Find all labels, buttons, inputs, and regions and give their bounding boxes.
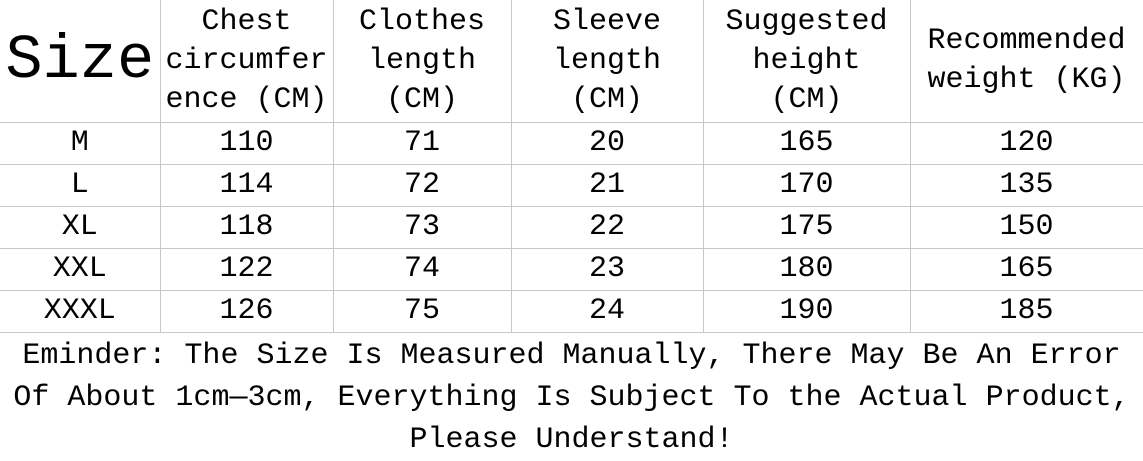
- disclaimer-line-1: Eminder: The Size Is Measured Manually, …: [22, 339, 1121, 373]
- disclaimer-line-3: Please Understand!: [409, 423, 734, 457]
- header-recommended-weight: Recommended weight (KG): [910, 0, 1143, 123]
- header-size: Size: [0, 0, 161, 123]
- clothes-length-cell: 74: [333, 248, 512, 291]
- size-row-l: L 114 72 21 170 135: [0, 164, 1143, 207]
- clothes-length-cell: 73: [333, 206, 512, 249]
- sleeve-length-cell: 24: [511, 290, 704, 333]
- suggested-height-cell: 190: [703, 290, 911, 333]
- recommended-weight-cell: 135: [910, 164, 1143, 207]
- table-header: Size Chest circumfer ence (CM) Clothes l…: [0, 0, 1143, 123]
- size-row-xxxl: XXXL 126 75 24 190 185: [0, 290, 1143, 333]
- header-chest-circumference: Chest circumfer ence (CM): [160, 0, 334, 123]
- suggested-height-cell: 170: [703, 164, 911, 207]
- size-cell: XXXL: [0, 290, 161, 333]
- clothes-length-cell: 71: [333, 122, 512, 165]
- suggested-height-cell: 180: [703, 248, 911, 291]
- size-row-xl: XL 118 73 22 175 150: [0, 206, 1143, 249]
- chest-circumference-cell: 114: [160, 164, 334, 207]
- size-cell: M: [0, 122, 161, 165]
- size-chart-table: Size Chest circumfer ence (CM) Clothes l…: [0, 0, 1143, 333]
- recommended-weight-cell: 165: [910, 248, 1143, 291]
- sleeve-length-cell: 23: [511, 248, 704, 291]
- chest-circumference-cell: 122: [160, 248, 334, 291]
- suggested-height-cell: 165: [703, 122, 911, 165]
- size-row-m: M 110 71 20 165 120: [0, 122, 1143, 165]
- size-cell: L: [0, 164, 161, 207]
- sleeve-length-cell: 20: [511, 122, 704, 165]
- clothes-length-cell: 72: [333, 164, 512, 207]
- suggested-height-cell: 175: [703, 206, 911, 249]
- recommended-weight-cell: 150: [910, 206, 1143, 249]
- sleeve-length-cell: 22: [511, 206, 704, 249]
- header-row: Size Chest circumfer ence (CM) Clothes l…: [0, 0, 1143, 123]
- table-body: M 110 71 20 165 120 L 114 72 21 170 135 …: [0, 122, 1143, 333]
- chest-circumference-cell: 126: [160, 290, 334, 333]
- size-row-xxl: XXL 122 74 23 180 165: [0, 248, 1143, 291]
- header-clothes-length: Clothes length (CM): [333, 0, 512, 123]
- recommended-weight-cell: 120: [910, 122, 1143, 165]
- disclaimer-line-2: Of About 1cm—3cm, Everything Is Subject …: [13, 381, 1130, 415]
- sleeve-length-cell: 21: [511, 164, 704, 207]
- recommended-weight-cell: 185: [910, 290, 1143, 333]
- chest-circumference-cell: 110: [160, 122, 334, 165]
- clothes-length-cell: 75: [333, 290, 512, 333]
- size-cell: XXL: [0, 248, 161, 291]
- size-cell: XL: [0, 206, 161, 249]
- chest-circumference-cell: 118: [160, 206, 334, 249]
- header-sleeve-length: Sleeve length (CM): [511, 0, 704, 123]
- measurement-disclaimer: Eminder: The Size Is Measured Manually, …: [0, 333, 1143, 461]
- header-suggested-height: Suggested height (CM): [703, 0, 911, 123]
